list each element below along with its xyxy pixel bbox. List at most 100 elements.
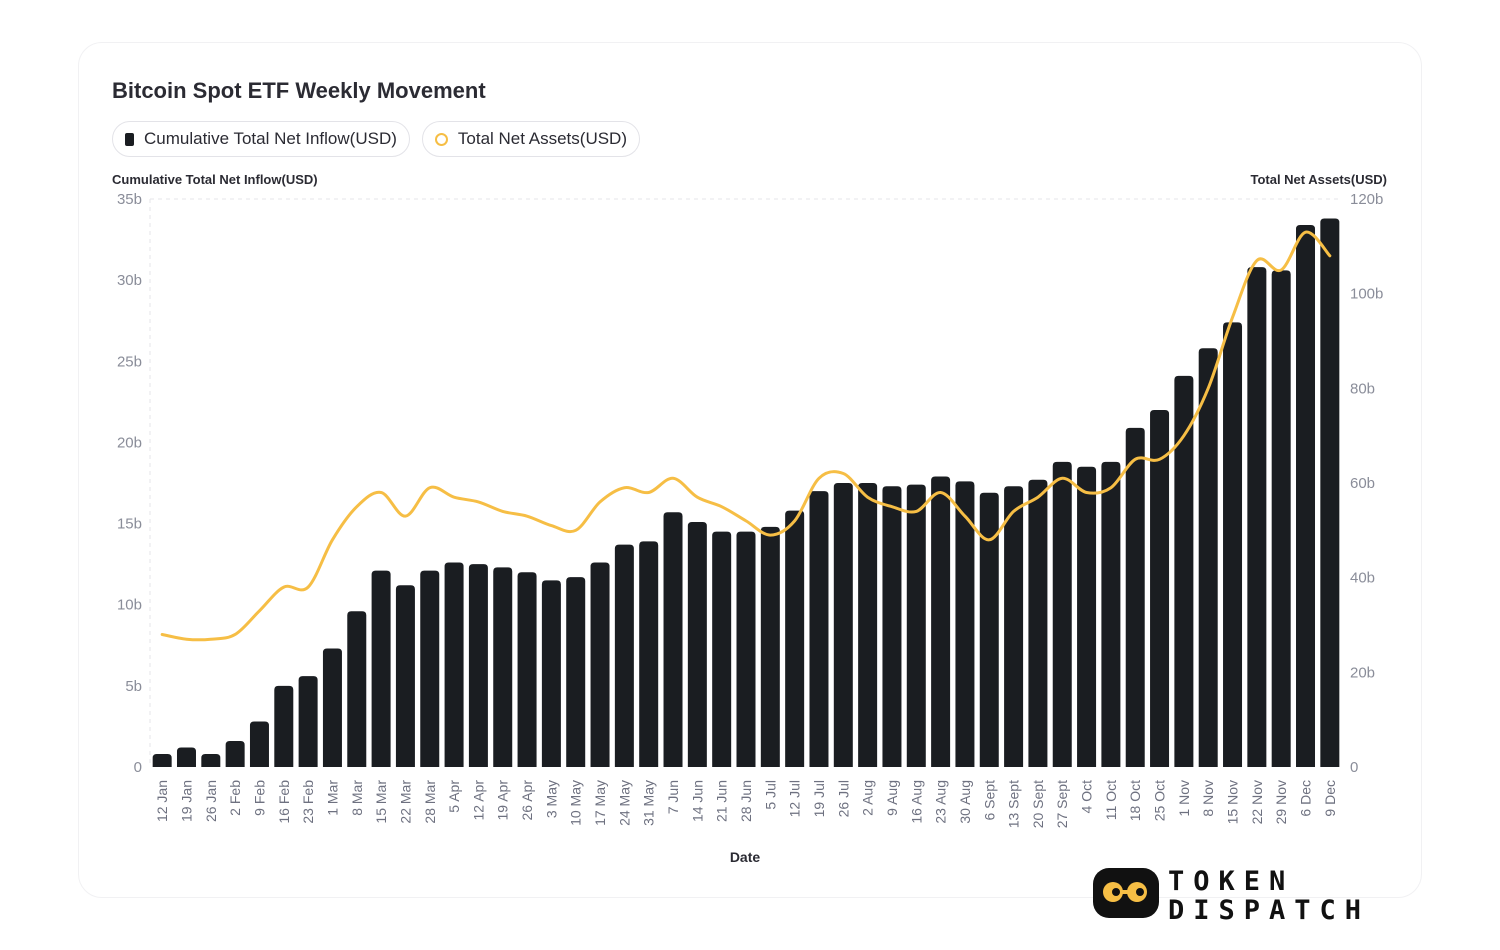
x-tick-label: 31 May: [641, 780, 657, 826]
bar: [1150, 409, 1170, 767]
x-tick-label: 7 Jun: [665, 780, 681, 814]
bar: [955, 481, 975, 767]
y-tick-right: 0: [1350, 759, 1358, 776]
total-net-assets-line: [160, 230, 1332, 642]
y-tick-right: 80b: [1350, 380, 1375, 397]
x-tick-label: 19 Jul: [811, 780, 827, 817]
y-tick-left: 25b: [117, 353, 142, 370]
x-tick-label: 8 Nov: [1200, 780, 1216, 817]
bar: [614, 544, 634, 767]
bar: [882, 486, 902, 767]
x-tick-label: 19 Jan: [178, 780, 194, 822]
bar: [833, 483, 853, 767]
x-tick-label: 2 Aug: [860, 780, 876, 816]
x-tick-label: 30 Aug: [957, 780, 973, 824]
x-tick-label: 5 Jul: [762, 780, 778, 810]
bar: [663, 512, 683, 767]
x-tick-label: 25 Oct: [1152, 780, 1168, 821]
y-tick-right: 40b: [1350, 570, 1375, 587]
legend-label-inflow: Cumulative Total Net Inflow(USD): [144, 129, 397, 148]
y-tick-right: 60b: [1350, 475, 1375, 492]
bar: [931, 476, 951, 767]
legend-item-inflow[interactable]: Cumulative Total Net Inflow(USD): [112, 121, 410, 157]
y-tick-left: 20b: [117, 434, 142, 451]
bar: [1320, 218, 1340, 767]
bar: [1052, 461, 1072, 767]
bar: [566, 577, 586, 767]
y-tick-right: 100b: [1350, 286, 1383, 303]
bar: [420, 570, 440, 767]
x-tick-label: 24 May: [616, 780, 632, 826]
bar: [395, 585, 415, 767]
y-tick-right: 20b: [1350, 664, 1375, 681]
x-tick-label: 11 Oct: [1103, 780, 1119, 820]
x-tick-label: 12 Apr: [470, 780, 486, 821]
x-tick-label: 14 Jun: [689, 780, 705, 822]
bar: [1077, 466, 1097, 767]
logo-line2: DISPATCH: [1168, 895, 1371, 926]
x-tick-label: 3 May: [543, 780, 559, 818]
x-tick-label: 23 Feb: [300, 780, 316, 824]
x-tick-label: 12 Jan: [154, 780, 170, 822]
bar: [1271, 270, 1291, 767]
x-tick-label: 26 Apr: [519, 780, 535, 821]
x-tick-label: 15 Nov: [1225, 780, 1241, 824]
y-tick-left: 10b: [117, 597, 142, 614]
bar: [760, 526, 780, 767]
x-tick-label: 26 Jan: [203, 780, 219, 822]
x-tick-label: 9 Feb: [251, 780, 267, 816]
x-tick-label: 15 Mar: [373, 780, 389, 824]
x-tick-label: 4 Oct: [1079, 780, 1095, 814]
bar: [1174, 375, 1194, 767]
token-dispatch-logo: TOKEN DISPATCH: [1092, 864, 1362, 924]
x-tick-label: 27 Sept: [1054, 780, 1070, 828]
x-tick-label: 18 Oct: [1127, 780, 1143, 821]
bar: [298, 676, 318, 767]
y-axis-left-label: Cumulative Total Net Inflow(USD): [112, 172, 318, 187]
bar: [322, 648, 342, 767]
x-tick-label: 8 Mar: [349, 780, 365, 816]
x-tick-label: 12 Jul: [787, 780, 803, 817]
bar: [517, 572, 537, 767]
x-tick-label: 10 May: [568, 780, 584, 826]
bar: [274, 685, 294, 767]
x-tick-label: 17 May: [592, 780, 608, 826]
chart-legend: Cumulative Total Net Inflow(USD) Total N…: [112, 121, 640, 157]
bar: [590, 562, 610, 767]
x-tick-label: 5 Apr: [446, 780, 462, 813]
bar: [712, 531, 732, 767]
y-axis-right-label: Total Net Assets(USD): [1250, 172, 1387, 187]
logo-line1: TOKEN: [1168, 866, 1295, 897]
bar: [249, 721, 269, 767]
bar: [468, 564, 488, 767]
y-tick-left: 35b: [117, 191, 142, 208]
bar: [1125, 427, 1145, 767]
bar: [906, 484, 926, 767]
chart-card: [78, 42, 1422, 898]
bar: [687, 521, 707, 767]
bar: [979, 492, 999, 767]
bar: [371, 570, 391, 767]
bar: [809, 491, 829, 767]
x-tick-label: 9 Aug: [884, 780, 900, 816]
bar: [1028, 479, 1048, 767]
bar: [201, 754, 221, 767]
bar: [1247, 267, 1267, 767]
bar: [639, 541, 659, 767]
legend-item-assets[interactable]: Total Net Assets(USD): [421, 121, 640, 157]
x-tick-label: 28 Mar: [422, 780, 438, 824]
bar: [225, 741, 245, 767]
bar: [1296, 224, 1316, 768]
bar: [444, 562, 464, 767]
y-tick-left: 0: [134, 759, 142, 776]
x-tick-label: 13 Sept: [1006, 780, 1022, 828]
x-tick-label: 20 Sept: [1030, 780, 1046, 828]
x-tick-label: 9 Dec: [1322, 780, 1338, 817]
x-tick-label: 6 Sept: [981, 780, 997, 821]
x-tick-label: 26 Jul: [835, 780, 851, 817]
x-tick-label: 21 Jun: [714, 780, 730, 822]
x-tick-label: 16 Aug: [908, 780, 924, 824]
bar: [347, 611, 367, 767]
bar: [1223, 322, 1243, 767]
bar: [541, 580, 561, 767]
